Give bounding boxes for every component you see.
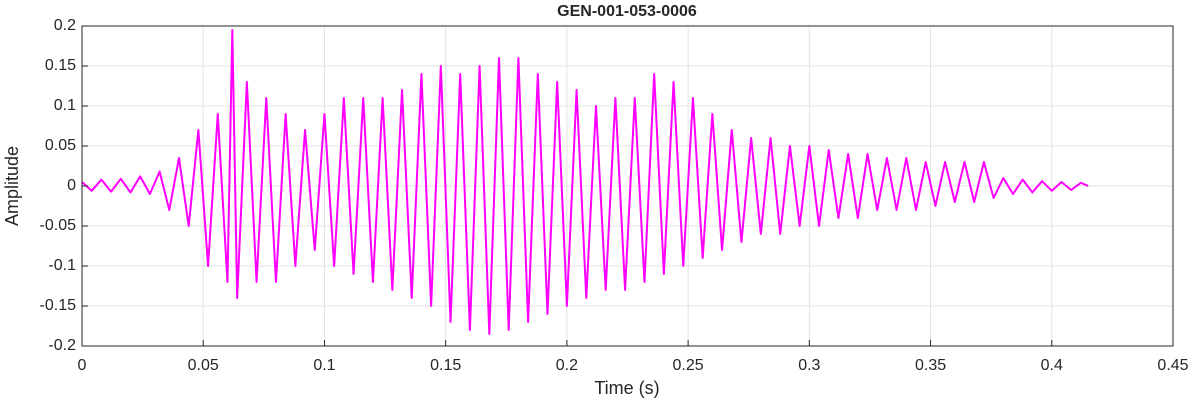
chart-title: GEN-001-053-0006 [557,3,697,20]
y-tick-label: 0.05 [45,137,76,154]
y-tick-label: -0.05 [40,217,77,234]
x-tick-label: 0.3 [798,357,820,374]
x-tick-label: 0.25 [673,357,704,374]
y-tick-label: 0.2 [54,17,76,34]
y-axis-label: Amplitude [2,146,22,226]
x-axis-label: Time (s) [594,378,659,398]
x-tick-label: 0.35 [915,357,946,374]
y-tick-label: 0 [67,177,76,194]
labels: 0 0.05 0.1 0.15 0.2 0.25 0.3 0.35 0.4 0.45 -0.2 -0.… [40,17,1189,374]
y-tick-label: -0.15 [40,297,77,314]
x-tick-label: 0.45 [1157,357,1188,374]
y-tick-label: 0.1 [54,97,76,114]
waveform [81,29,1089,335]
x-tick-label: 0.1 [313,357,335,374]
y-tick-label: -0.1 [48,257,76,274]
x-tick-label: 0.15 [430,357,461,374]
x-tick-label: 0.05 [188,357,219,374]
x-tick-label: 0.4 [1041,357,1063,374]
y-tick-label: -0.2 [48,337,76,354]
x-tick-label: 0.2 [556,357,578,374]
x-tick-label: 0 [78,357,87,374]
plot [81,29,1089,335]
y-tick-label: 0.15 [45,57,76,74]
